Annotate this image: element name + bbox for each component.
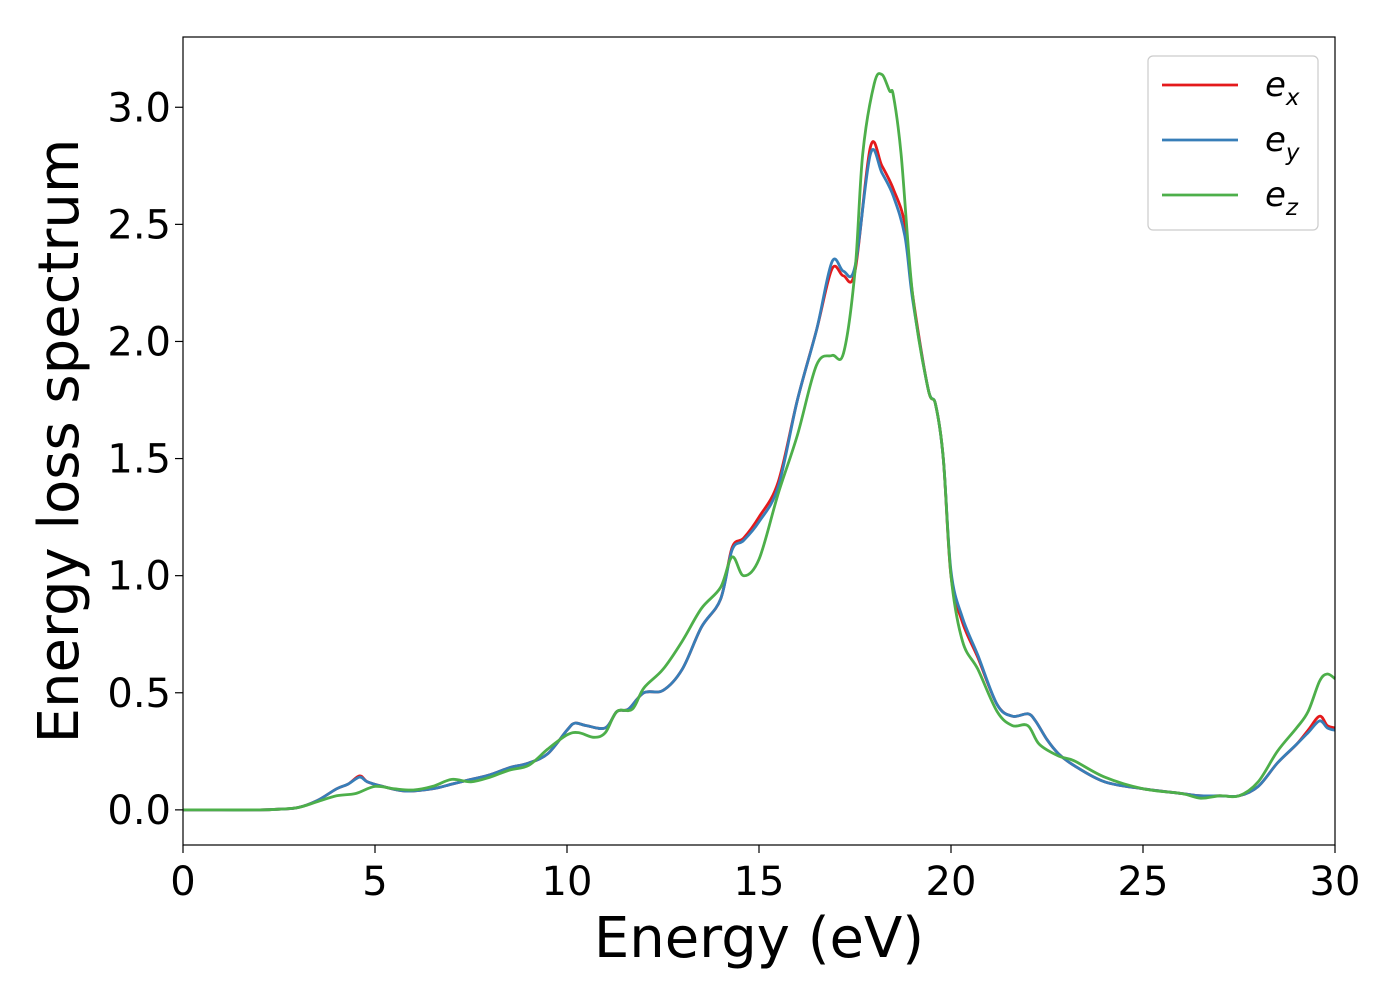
x-tick-label: 10 — [542, 859, 593, 905]
x-tick-label: 30 — [1310, 859, 1361, 905]
x-tick-label: 20 — [926, 859, 977, 905]
y-tick-label: 1.5 — [107, 437, 171, 483]
y-tick-label: 2.5 — [107, 202, 171, 248]
series-line-ey — [182, 148, 1336, 812]
legend-label-ez: ez — [1265, 175, 1299, 221]
legend-label-ey: ey — [1265, 120, 1300, 166]
y-tick-label: 3.0 — [107, 85, 171, 131]
x-tick-label: 5 — [362, 859, 387, 905]
x-tick-label: 25 — [1118, 859, 1169, 905]
y-tick-label: 0.5 — [107, 671, 171, 717]
y-tick-label: 2.0 — [107, 319, 171, 365]
legend: ex ey ez — [1147, 55, 1319, 231]
y-axis-label: Energy loss spectrum — [27, 139, 92, 744]
x-axis: 0 5 10 15 20 25 30 — [170, 845, 1360, 905]
y-tick-label: 1.0 — [107, 554, 171, 600]
x-axis-label: Energy (eV) — [594, 906, 924, 971]
legend-box — [1147, 55, 1319, 231]
series-line-ez — [182, 72, 1336, 812]
series-layer — [182, 72, 1336, 812]
y-axis: 0.0 0.5 1.0 1.5 2.0 2.5 3.0 — [107, 85, 183, 834]
legend-label-ex: ex — [1265, 65, 1300, 111]
x-tick-label: 0 — [170, 859, 195, 905]
y-tick-label: 0.0 — [107, 788, 171, 834]
x-tick-label: 15 — [734, 859, 785, 905]
